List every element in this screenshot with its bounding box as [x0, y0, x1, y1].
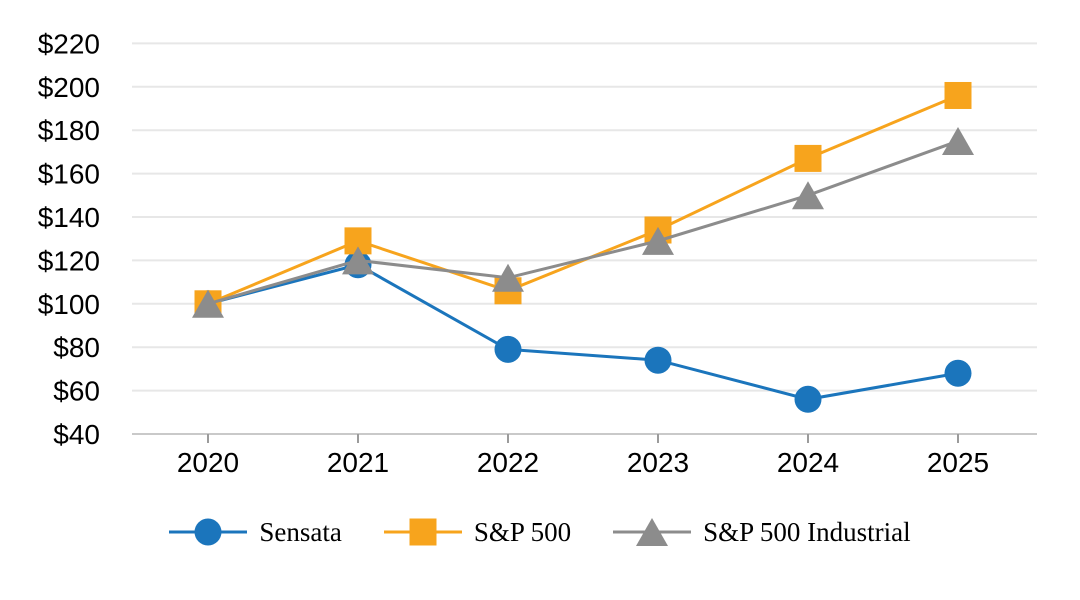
- x-axis-tick-label: 2021: [327, 447, 389, 478]
- y-axis-tick-label: $80: [53, 332, 100, 363]
- legend-swatch-s-p-500-industrial: [613, 518, 692, 546]
- legend-swatch-sensata: [169, 518, 248, 546]
- y-axis-tick-label: $140: [38, 202, 100, 233]
- legend-item-sensata: Sensata: [169, 514, 342, 550]
- triangle-marker-s-p-500-industrial: [342, 246, 374, 275]
- legend-item-s-p-500: S&P 500: [383, 514, 572, 550]
- chart-legend: Sensata S&P 500 S&P 500 Industrial: [0, 512, 1080, 552]
- y-axis-tick-label: $180: [38, 115, 100, 146]
- legend-item-s-p-500-industrial: S&P 500 Industrial: [613, 514, 911, 550]
- y-axis-tick-label: $40: [53, 419, 100, 450]
- x-axis-tick-label: 2020: [177, 447, 239, 478]
- y-axis-tick-label: $100: [38, 289, 100, 320]
- y-axis-tick-label: $60: [53, 376, 100, 407]
- series-s-p-500-industrial: [192, 127, 974, 318]
- triangle-marker-s-p-500-industrial: [942, 127, 974, 156]
- series-line-sensata: [207, 263, 959, 401]
- triangle-marker-s-p-500-industrial: [642, 226, 674, 255]
- legend-label-sensata: Sensata: [259, 516, 342, 547]
- x-axis-tick-label: 2024: [777, 447, 839, 478]
- legend-label-s-p-500-industrial: S&P 500 Industrial: [703, 516, 911, 547]
- square-marker-s-p-500-legend: [409, 518, 437, 546]
- series-s-p-500: [194, 81, 972, 318]
- y-axis-tick-label: $120: [38, 245, 100, 276]
- circle-marker-sensata: [494, 335, 522, 363]
- chart-plot-area: $40 $60 $80 $100 $120 $140 $160 $180 $200 $220 202…: [38, 28, 1037, 478]
- square-marker-s-p-500: [944, 81, 972, 109]
- y-axis-tick-label: $200: [38, 72, 100, 103]
- x-axis-tick-label: 2025: [927, 447, 989, 478]
- circle-marker-sensata: [794, 385, 822, 413]
- series-line-s-p-500-industrial: [207, 139, 959, 306]
- triangle-marker-s-p-500-industrial: [492, 263, 524, 292]
- triangle-marker-s-p-500-industrial: [792, 181, 824, 210]
- triangle-marker-s-p-500-industrial: [192, 289, 224, 318]
- circle-marker-sensata: [644, 346, 672, 374]
- triangle-marker-s-p-500-industrial-legend: [636, 518, 669, 546]
- square-marker-s-p-500: [794, 144, 822, 172]
- circle-marker-sensata: [944, 359, 972, 387]
- y-axis-tick-label: $220: [38, 28, 100, 59]
- legend-swatch-s-p-500: [383, 518, 462, 546]
- circle-marker-sensata-legend: [194, 518, 222, 546]
- x-axis-tick-label: 2022: [477, 447, 539, 478]
- x-axis-tick-label: 2023: [627, 447, 689, 478]
- legend-label-s-p-500: S&P 500: [473, 516, 572, 547]
- y-axis-tick-label: $160: [38, 159, 100, 190]
